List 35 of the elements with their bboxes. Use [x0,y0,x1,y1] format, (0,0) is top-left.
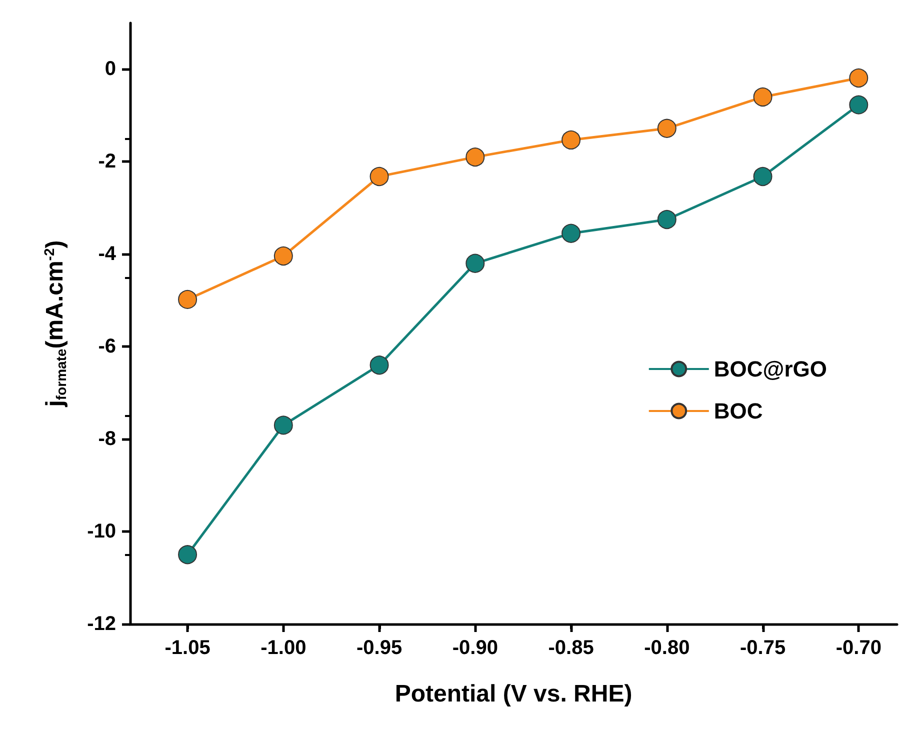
point [466,254,485,273]
x-tick-label: -0.85 [548,637,594,659]
x-axis-title: Potential (V vs. RHE) [394,680,632,708]
point [274,246,293,266]
point [849,68,868,88]
y-tick-label: -6 [98,336,116,358]
y-tick-label: -8 [98,428,116,450]
x-tick-label: -0.90 [452,637,498,659]
y-tick-label: 0 [104,58,116,80]
x-tick-label: -0.70 [836,637,882,659]
point [657,118,676,138]
point [562,224,581,243]
legend-label: BOC@rGO [714,356,828,382]
y-tick-label: -2 [98,150,116,173]
point [274,416,293,435]
x-tick-label: -0.75 [740,637,786,659]
point [370,166,389,186]
x-tick-label: -0.95 [356,637,402,659]
y-axis-title: jformate(mA.cm-2) [41,240,69,408]
x-tick-label: -1.05 [164,637,210,659]
point [178,290,198,309]
y-tick-label: -10 [87,520,116,543]
point [370,356,389,375]
point [657,210,676,229]
y-tick-label: -4 [98,243,117,266]
legend-label: BOC [714,398,763,424]
point [562,130,581,150]
point [753,166,772,186]
x-tick-label: -0.80 [644,637,690,659]
point [849,95,868,114]
point [178,545,198,564]
point [466,148,485,167]
x-tick-label: -1.00 [260,637,306,659]
point [753,87,772,106]
y-tick-label: -12 [87,613,116,635]
